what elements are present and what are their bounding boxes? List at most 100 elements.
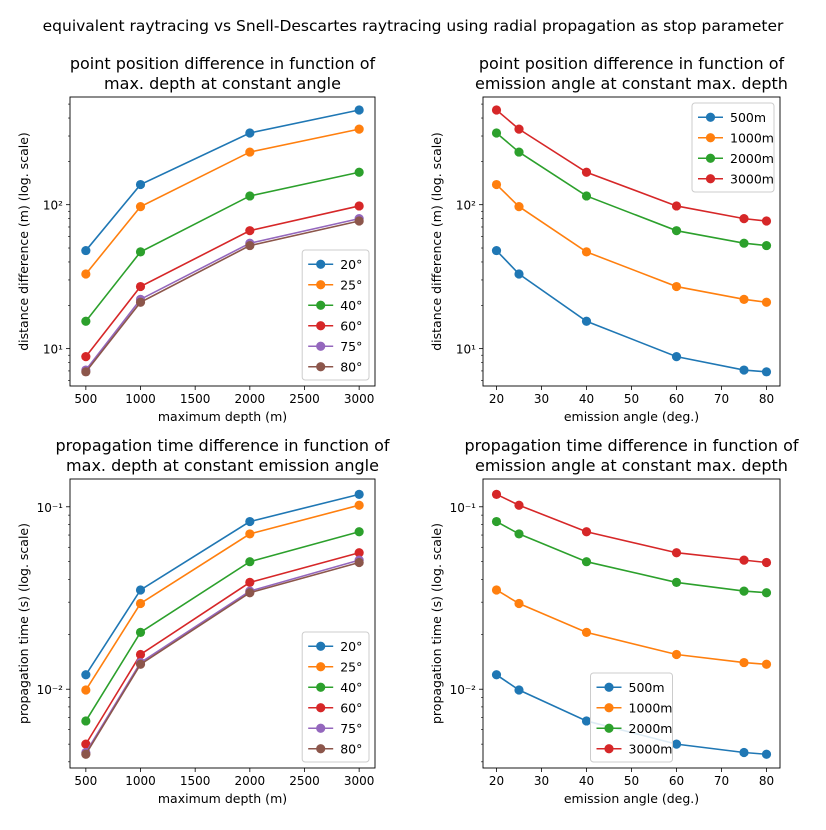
data-point xyxy=(491,516,502,527)
data-point xyxy=(671,649,682,660)
x-tick-label: 3000 xyxy=(344,392,375,406)
legend-label: 40° xyxy=(340,298,362,313)
series-line xyxy=(85,109,360,252)
legend-marker xyxy=(316,703,326,713)
legend-label: 80° xyxy=(340,741,362,756)
data-point xyxy=(739,238,749,248)
data-point xyxy=(245,240,255,251)
legend-label: 20° xyxy=(340,257,362,272)
data-point xyxy=(514,201,524,212)
x-tick-label: 60 xyxy=(669,774,684,788)
legend-label: 40° xyxy=(340,680,362,695)
data-point xyxy=(491,489,502,499)
subplot-title-line: point position difference in function of xyxy=(479,54,785,73)
data-point xyxy=(81,716,91,726)
data-point xyxy=(245,226,255,236)
data-point xyxy=(671,201,682,211)
legend-label: 20° xyxy=(340,639,362,654)
data-point xyxy=(671,548,682,558)
legend-label: 2000m xyxy=(629,721,673,736)
subplot-title: propagation time difference in function … xyxy=(55,436,389,475)
data-point xyxy=(135,659,146,669)
legend-marker xyxy=(705,153,716,163)
subplot-title-line: max. depth at constant emission angle xyxy=(66,456,379,475)
legend-frame xyxy=(691,102,775,193)
subplot-title: propagation time difference in function … xyxy=(464,436,798,475)
legend: 500m 1000m 2000m 3000m xyxy=(691,102,775,193)
data-point xyxy=(581,557,592,567)
axes-frame xyxy=(482,478,781,769)
legend-marker xyxy=(316,259,326,269)
data-point xyxy=(491,245,502,256)
y-axis-label: propagation time (s) (log. scale) xyxy=(16,523,31,724)
legend-marker xyxy=(316,641,326,651)
legend-marker xyxy=(316,300,326,310)
series-line xyxy=(85,559,360,753)
legend-marker xyxy=(316,280,326,290)
data-point xyxy=(245,128,255,138)
x-axis-label: emission angle (deg.) xyxy=(564,791,699,806)
data-point xyxy=(581,167,592,177)
y-tick-label: 10² xyxy=(43,199,63,213)
y-axis-label: distance difference (m) (log. scale) xyxy=(16,132,31,351)
legend-label: 75° xyxy=(340,721,362,736)
series-line xyxy=(85,217,360,371)
subplot-2: point position difference in function of… xyxy=(429,54,788,424)
data-point xyxy=(581,316,592,326)
data-point xyxy=(81,269,91,279)
data-point xyxy=(514,598,524,609)
data-point xyxy=(514,147,524,157)
data-point xyxy=(671,226,682,236)
subplot-title-line: propagation time difference in function … xyxy=(464,436,798,455)
data-point xyxy=(761,216,772,226)
series-line xyxy=(85,171,360,322)
legend: 500m 1000m 2000m 3000m xyxy=(590,672,673,763)
x-tick-label: 1500 xyxy=(180,392,211,406)
x-tick-label: 20 xyxy=(489,392,504,406)
legend-marker xyxy=(316,744,326,754)
legend: 20° 25° 40° 60° 75° 80° xyxy=(301,249,370,381)
series-line xyxy=(85,561,360,755)
legend-label: 1000m xyxy=(730,130,774,145)
x-tick-label: 80 xyxy=(759,774,774,788)
subplot-title-line: emission angle at constant max. depth xyxy=(475,74,788,93)
legend-label: 80° xyxy=(340,359,362,374)
data-point xyxy=(761,240,772,251)
data-point xyxy=(354,201,364,211)
data-point xyxy=(245,147,255,157)
data-point xyxy=(761,297,772,307)
data-point xyxy=(135,627,146,637)
data-point xyxy=(135,598,146,609)
data-point xyxy=(514,269,524,279)
legend-label: 25° xyxy=(340,277,362,292)
legend-label: 2000m xyxy=(730,151,774,166)
x-axis-label: maximum depth (m) xyxy=(158,791,287,806)
data-point xyxy=(491,670,502,680)
data-point xyxy=(354,527,364,537)
axes-frame xyxy=(69,96,376,387)
data-point xyxy=(514,529,524,539)
data-point xyxy=(245,191,255,201)
x-tick-label: 2500 xyxy=(289,774,320,788)
data-point xyxy=(354,500,364,510)
x-tick-label: 2500 xyxy=(289,392,320,406)
data-point xyxy=(671,281,682,292)
data-point xyxy=(354,216,364,226)
data-point xyxy=(135,247,146,257)
data-point xyxy=(739,747,749,758)
x-tick-label: 1000 xyxy=(125,774,156,788)
data-point xyxy=(581,716,592,726)
legend-marker xyxy=(705,174,716,184)
data-point xyxy=(135,179,146,190)
data-point xyxy=(354,548,364,558)
legend-label: 3000m xyxy=(730,171,774,186)
x-tick-label: 80 xyxy=(759,392,774,406)
x-tick-label: 50 xyxy=(624,774,639,788)
data-point xyxy=(245,577,255,588)
data-point xyxy=(761,659,772,669)
legend-frame xyxy=(590,672,673,763)
data-point xyxy=(354,124,364,134)
series-line xyxy=(85,493,360,676)
x-tick-label: 3000 xyxy=(344,774,375,788)
